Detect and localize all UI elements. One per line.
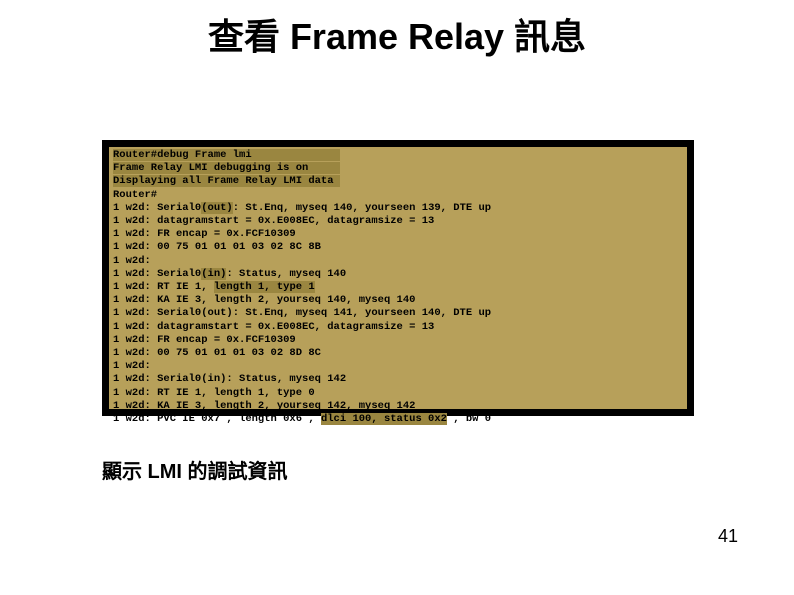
- slide-title: 查看 Frame Relay 訊息: [0, 0, 794, 60]
- terminal-line: 1 w2d: Serial0(out): St.Enq, myseq 140, …: [113, 202, 683, 215]
- terminal-content: Router#debug Frame lmi Frame Relay LMI d…: [109, 147, 687, 428]
- terminal-line: 1 w2d: RT IE 1, length 1, type 0: [113, 387, 683, 400]
- terminal-line: 1 w2d: datagramstart = 0x.E008EC, datagr…: [113, 215, 683, 228]
- terminal-line: Displaying all Frame Relay LMI data: [113, 175, 683, 188]
- terminal-line: Frame Relay LMI debugging is on: [113, 162, 683, 175]
- terminal-line: 1 w2d: 00 75 01 01 01 03 02 8D 8C: [113, 347, 683, 360]
- terminal-window: Router#debug Frame lmi Frame Relay LMI d…: [102, 140, 694, 416]
- slide-caption: 顯示 LMI 的調試資訊: [102, 455, 288, 484]
- terminal-line: 1 w2d: Serial0(in): Status, myseq 142: [113, 373, 683, 386]
- terminal-line: 1 w2d: 00 75 01 01 01 03 02 8C 8B: [113, 241, 683, 254]
- page-number: 41: [718, 526, 738, 547]
- terminal-line: 1 w2d: Serial0(in): Status, myseq 140: [113, 268, 683, 281]
- terminal-inner: Router#debug Frame lmi Frame Relay LMI d…: [109, 147, 687, 409]
- terminal-line: 1 w2d:: [113, 360, 683, 373]
- terminal-line: 1 w2d: Serial0(out): St.Enq, myseq 141, …: [113, 307, 683, 320]
- terminal-line: 1 w2d: PVC IE 0x7 , length 0x6 , dlci 10…: [113, 413, 683, 426]
- terminal-line: 1 w2d: datagramstart = 0x.E008EC, datagr…: [113, 321, 683, 334]
- terminal-line: 1 w2d: FR encap = 0x.FCF10309: [113, 334, 683, 347]
- terminal-line: 1 w2d:: [113, 255, 683, 268]
- terminal-line: 1 w2d: KA IE 3, length 2, yourseq 140, m…: [113, 294, 683, 307]
- terminal-line: Router#: [113, 189, 683, 202]
- terminal-line: 1 w2d: KA IE 3, length 2, yourseq 142, m…: [113, 400, 683, 413]
- terminal-line: 1 w2d: RT IE 1, length 1, type 1: [113, 281, 683, 294]
- terminal-line: 1 w2d: FR encap = 0x.FCF10309: [113, 228, 683, 241]
- terminal-line: Router#debug Frame lmi: [113, 149, 683, 162]
